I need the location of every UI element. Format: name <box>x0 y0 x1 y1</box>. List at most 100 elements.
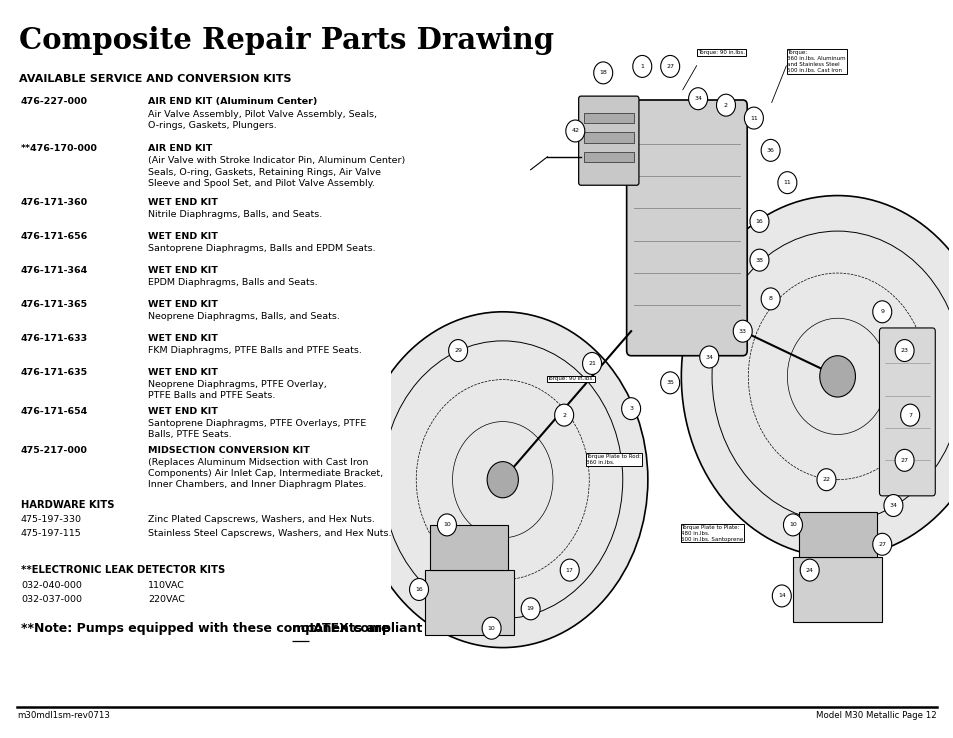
Circle shape <box>409 579 428 601</box>
Circle shape <box>733 320 751 342</box>
Text: FKM Diaphragms, PTFE Balls and PTFE Seats.: FKM Diaphragms, PTFE Balls and PTFE Seat… <box>148 346 361 355</box>
Circle shape <box>688 88 707 110</box>
Text: 110VAC: 110VAC <box>148 581 185 590</box>
Circle shape <box>700 346 718 368</box>
Text: 3: 3 <box>628 406 633 411</box>
FancyBboxPatch shape <box>578 96 639 185</box>
Text: Stainless Steel Capscrews, Washers, and Hex Nuts.: Stainless Steel Capscrews, Washers, and … <box>148 529 391 538</box>
Text: 476-171-656: 476-171-656 <box>21 232 88 241</box>
Text: WET END KIT: WET END KIT <box>148 232 217 241</box>
Text: 21: 21 <box>587 361 596 366</box>
Circle shape <box>660 55 679 77</box>
Circle shape <box>777 172 796 193</box>
Text: 17: 17 <box>565 568 573 573</box>
Text: 476-171-654: 476-171-654 <box>21 407 88 415</box>
Text: 476-171-633: 476-171-633 <box>21 334 88 342</box>
Circle shape <box>760 288 780 310</box>
Circle shape <box>894 339 913 362</box>
Text: 14: 14 <box>777 593 785 599</box>
Text: 33: 33 <box>738 328 746 334</box>
Text: AVAILABLE SERVICE AND CONVERSION KITS: AVAILABLE SERVICE AND CONVERSION KITS <box>19 74 292 84</box>
FancyBboxPatch shape <box>798 512 876 557</box>
Text: 1: 1 <box>639 64 643 69</box>
Text: 10: 10 <box>788 523 796 528</box>
Text: 10: 10 <box>442 523 451 528</box>
Circle shape <box>593 62 612 84</box>
Circle shape <box>565 120 584 142</box>
Text: 032-037-000: 032-037-000 <box>21 595 82 604</box>
Circle shape <box>743 107 762 129</box>
FancyBboxPatch shape <box>583 151 633 162</box>
Text: **ELECTRONIC LEAK DETECTOR KITS: **ELECTRONIC LEAK DETECTOR KITS <box>21 565 225 576</box>
Text: Zinc Plated Capscrews, Washers, and Hex Nuts.: Zinc Plated Capscrews, Washers, and Hex … <box>148 515 375 524</box>
Text: Neoprene Diaphragms, Balls, and Seats.: Neoprene Diaphragms, Balls, and Seats. <box>148 312 339 321</box>
Circle shape <box>760 139 780 162</box>
Text: WET END KIT: WET END KIT <box>148 300 217 308</box>
Text: 36: 36 <box>766 148 774 153</box>
Text: 29: 29 <box>454 348 461 353</box>
Text: EPDM Diaphragms, Balls and Seats.: EPDM Diaphragms, Balls and Seats. <box>148 278 317 287</box>
Circle shape <box>749 210 768 232</box>
Text: Torque Plate to Rod:
360 in.lbs.: Torque Plate to Rod: 360 in.lbs. <box>586 454 640 465</box>
Text: 18: 18 <box>598 70 606 75</box>
Text: 476-171-635: 476-171-635 <box>21 368 88 376</box>
Text: AIR END KIT (Aluminum Center): AIR END KIT (Aluminum Center) <box>148 97 317 106</box>
Text: WET END KIT: WET END KIT <box>148 407 217 415</box>
Text: Santoprene Diaphragms, Balls and EPDM Seats.: Santoprene Diaphragms, Balls and EPDM Se… <box>148 244 375 253</box>
Text: 2: 2 <box>561 413 565 418</box>
Circle shape <box>680 196 953 557</box>
FancyBboxPatch shape <box>583 132 633 142</box>
Text: 475-197-330: 475-197-330 <box>21 515 82 524</box>
Text: Torque: 90 in.lbs.: Torque: 90 in.lbs. <box>547 376 594 382</box>
Text: 34: 34 <box>694 96 701 101</box>
Text: 27: 27 <box>878 542 885 547</box>
Text: HARDWARE KITS: HARDWARE KITS <box>21 500 114 510</box>
FancyBboxPatch shape <box>583 113 633 123</box>
Circle shape <box>816 469 835 491</box>
Text: 23: 23 <box>900 348 907 353</box>
Text: Torque:
360 in.lbs. Aluminum
and Stainless Steel
500 in.lbs. Cast Iron: Torque: 360 in.lbs. Aluminum and Stainle… <box>786 50 845 72</box>
Circle shape <box>716 94 735 116</box>
Text: 220VAC: 220VAC <box>148 595 185 604</box>
Text: 34: 34 <box>888 503 897 508</box>
Circle shape <box>772 585 790 607</box>
Text: Composite Repair Parts Drawing: Composite Repair Parts Drawing <box>19 26 554 55</box>
Circle shape <box>894 449 913 472</box>
Text: MIDSECTION CONVERSION KIT: MIDSECTION CONVERSION KIT <box>148 446 310 455</box>
Text: Model M30 Metallic Page 12: Model M30 Metallic Page 12 <box>815 711 936 720</box>
Circle shape <box>632 55 651 77</box>
Text: 476-227-000: 476-227-000 <box>21 97 88 106</box>
Circle shape <box>448 339 467 362</box>
Circle shape <box>582 353 601 374</box>
Text: AIR END KIT: AIR END KIT <box>148 144 212 153</box>
Circle shape <box>872 301 891 323</box>
Circle shape <box>660 372 679 394</box>
Text: 10: 10 <box>487 626 495 631</box>
FancyBboxPatch shape <box>879 328 934 496</box>
Circle shape <box>437 514 456 536</box>
Circle shape <box>520 598 539 620</box>
Text: 27: 27 <box>900 458 907 463</box>
Text: Nitrile Diaphragms, Balls, and Seats.: Nitrile Diaphragms, Balls, and Seats. <box>148 210 322 219</box>
Circle shape <box>559 559 578 581</box>
Circle shape <box>481 617 500 639</box>
Text: (Air Valve with Stroke Indicator Pin, Aluminum Center)
Seals, O-ring, Gaskets, R: (Air Valve with Stroke Indicator Pin, Al… <box>148 156 405 187</box>
Text: 475-197-115: 475-197-115 <box>21 529 82 538</box>
Text: 22: 22 <box>821 477 829 482</box>
Text: not: not <box>292 622 315 635</box>
Text: 38: 38 <box>755 258 762 263</box>
Text: 476-171-364: 476-171-364 <box>21 266 88 275</box>
Text: Torque Plate to Plate:
480 in.lbs.
600 in.lbs. Santoprene: Torque Plate to Plate: 480 in.lbs. 600 i… <box>680 525 742 542</box>
Text: 16: 16 <box>415 587 422 592</box>
Circle shape <box>357 311 647 648</box>
Circle shape <box>554 404 573 426</box>
Text: 19: 19 <box>526 607 534 611</box>
Text: Air Valve Assembly, Pilot Valve Assembly, Seals,
O-rings, Gaskets, Plungers.: Air Valve Assembly, Pilot Valve Assembly… <box>148 110 376 130</box>
Text: Santoprene Diaphragms, PTFE Overlays, PTFE
Balls, PTFE Seats.: Santoprene Diaphragms, PTFE Overlays, PT… <box>148 419 366 439</box>
Circle shape <box>487 462 517 497</box>
Text: 34: 34 <box>704 354 713 359</box>
Circle shape <box>782 514 801 536</box>
Text: (Replaces Aluminum Midsection with Cast Iron
Components) Air Inlet Cap, Intermed: (Replaces Aluminum Midsection with Cast … <box>148 458 382 489</box>
Circle shape <box>749 249 768 271</box>
Text: 475-217-000: 475-217-000 <box>21 446 88 455</box>
